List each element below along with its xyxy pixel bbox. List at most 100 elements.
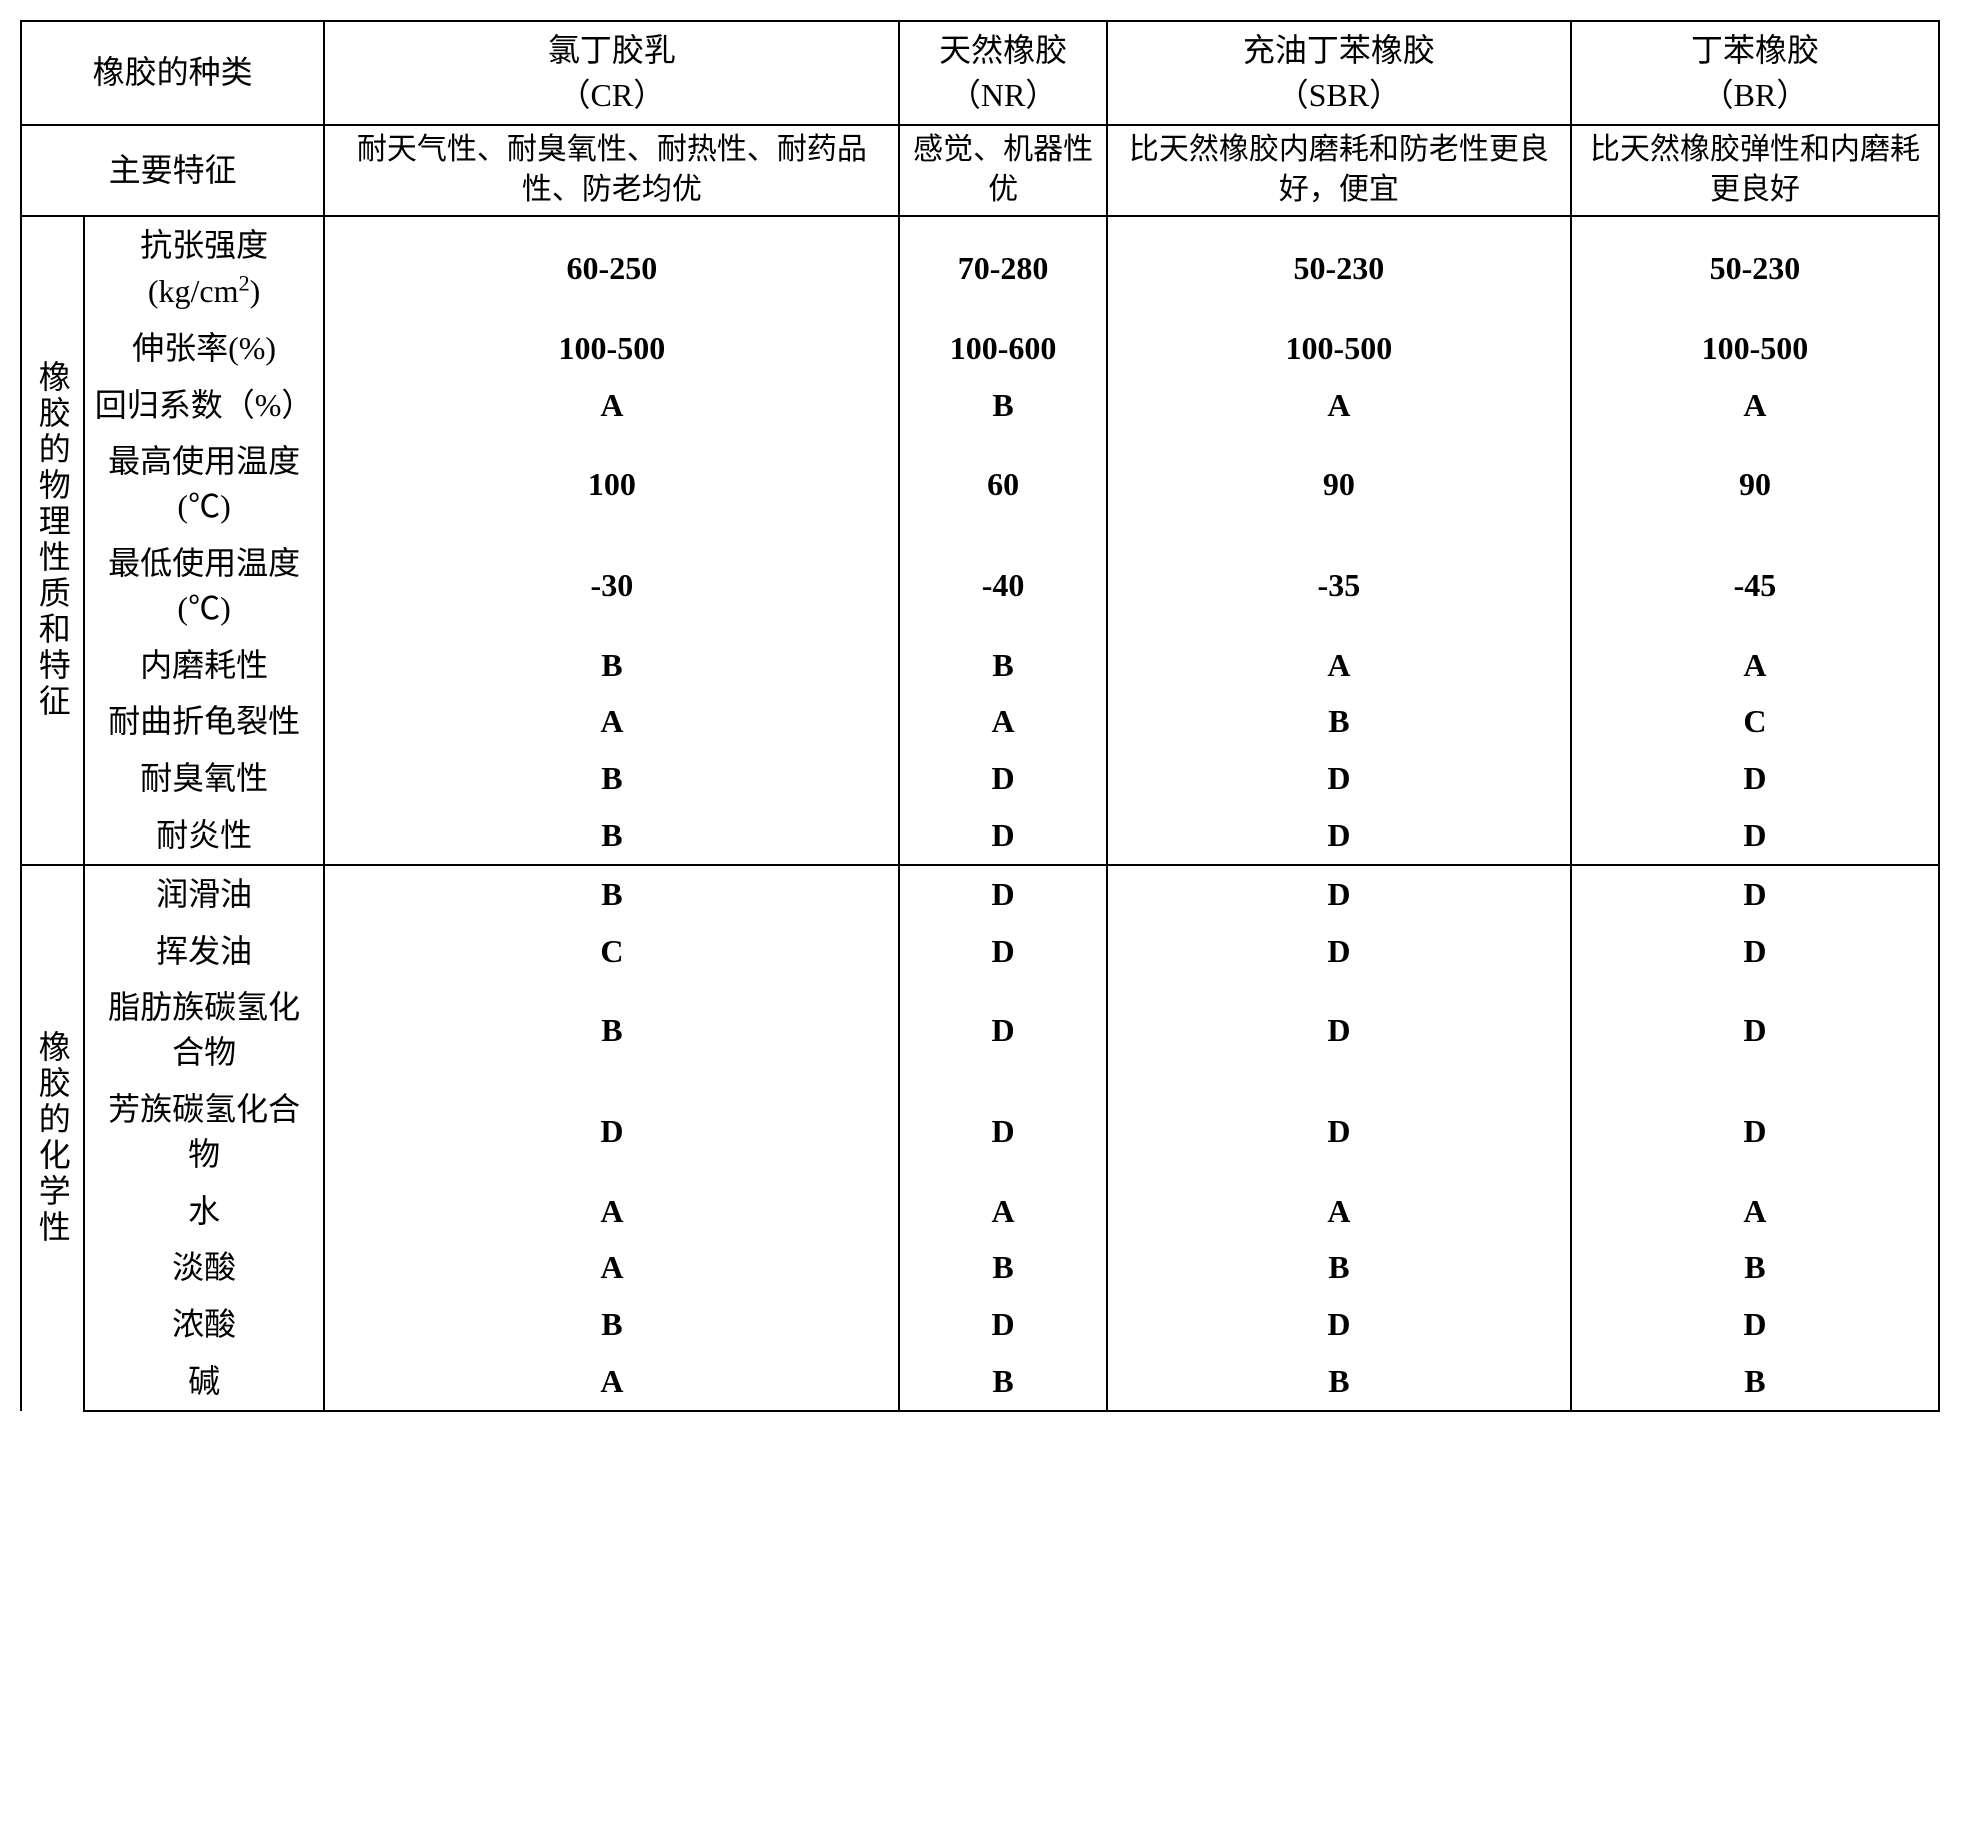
data-cell: B [324, 1296, 899, 1353]
row-label-text: 抗张强度(kg/cm2) [140, 227, 268, 309]
col-header-2-l2: （SBR） [1277, 77, 1402, 113]
data-cell: -40 [899, 535, 1106, 637]
row-label: 最低使用温度(℃) [84, 535, 325, 637]
data-cell: D [1571, 750, 1939, 807]
section-0-vlabel: 橡胶的物理性质和特征 [21, 216, 84, 865]
row-label: 伸张率(%) [84, 320, 325, 377]
data-cell: A [324, 693, 899, 750]
data-cell: D [1107, 807, 1571, 865]
rubber-properties-table: 橡胶的种类 氯丁胶乳 （CR） 天然橡胶 （NR） 充油丁苯橡胶 （SBR） 丁… [20, 20, 1940, 1412]
col-header-1: 天然橡胶 （NR） [899, 21, 1106, 125]
col-header-2-l1: 充油丁苯橡胶 [1243, 32, 1435, 68]
row-label: 脂肪族碳氢化合物 [84, 979, 325, 1081]
col-header-2: 充油丁苯橡胶 （SBR） [1107, 21, 1571, 125]
data-cell: -30 [324, 535, 899, 637]
row-label: 内磨耗性 [84, 637, 325, 694]
table-row: 橡胶的物理性质和特征 抗张强度(kg/cm2) 60-250 70-280 50… [21, 216, 1939, 320]
data-cell: A [1571, 1183, 1939, 1240]
data-cell: D [899, 1081, 1106, 1183]
col-header-1-l1: 天然橡胶 [939, 32, 1067, 68]
table-row: 回归系数（%） A B A A [21, 377, 1939, 434]
data-cell: 50-230 [1107, 216, 1571, 320]
data-cell: B [1571, 1353, 1939, 1411]
data-cell: 90 [1571, 433, 1939, 535]
data-cell: 50-230 [1571, 216, 1939, 320]
row-label: 耐臭氧性 [84, 750, 325, 807]
data-cell: B [899, 377, 1106, 434]
data-cell: A [324, 377, 899, 434]
data-cell: B [324, 865, 899, 923]
col-header-3-l2: （BR） [1702, 77, 1809, 113]
data-cell: B [899, 1353, 1106, 1411]
table-row: 内磨耗性 B B A A [21, 637, 1939, 694]
table-row: 耐炎性 B D D D [21, 807, 1939, 865]
type-label: 橡胶的种类 [21, 21, 324, 125]
row-label: 碱 [84, 1353, 325, 1411]
data-cell: A [1571, 377, 1939, 434]
table-row: 最高使用温度(℃) 100 60 90 90 [21, 433, 1939, 535]
data-cell: D [1107, 1081, 1571, 1183]
data-cell: D [899, 1296, 1106, 1353]
data-cell: 90 [1107, 433, 1571, 535]
table-row: 芳族碳氢化合物 D D D D [21, 1081, 1939, 1183]
table-row: 伸张率(%) 100-500 100-600 100-500 100-500 [21, 320, 1939, 377]
data-cell: B [324, 807, 899, 865]
table-row: 脂肪族碳氢化合物 B D D D [21, 979, 1939, 1081]
data-cell: D [1107, 1296, 1571, 1353]
col-header-3-l1: 丁苯橡胶 [1691, 32, 1819, 68]
data-cell: 70-280 [899, 216, 1106, 320]
data-cell: C [1571, 693, 1939, 750]
data-cell: D [899, 750, 1106, 807]
data-cell: D [1107, 865, 1571, 923]
table-row: 挥发油 C D D D [21, 923, 1939, 980]
data-cell: B [1571, 1239, 1939, 1296]
col-header-0: 氯丁胶乳 （CR） [324, 21, 899, 125]
data-cell: B [899, 637, 1106, 694]
table-row: 淡酸 A B B B [21, 1239, 1939, 1296]
table-row: 浓酸 B D D D [21, 1296, 1939, 1353]
data-cell: D [1571, 923, 1939, 980]
data-cell: A [324, 1183, 899, 1240]
row-label: 挥发油 [84, 923, 325, 980]
data-cell: A [1107, 1183, 1571, 1240]
row-label: 水 [84, 1183, 325, 1240]
data-cell: B [324, 979, 899, 1081]
row-label: 润滑油 [84, 865, 325, 923]
feature-3: 比天然橡胶弹性和内磨耗更良好 [1571, 125, 1939, 216]
data-cell: D [899, 807, 1106, 865]
data-cell: 60 [899, 433, 1106, 535]
data-cell: D [1107, 923, 1571, 980]
data-cell: B [1107, 693, 1571, 750]
data-cell: A [899, 693, 1106, 750]
data-cell: C [324, 923, 899, 980]
data-cell: A [899, 1183, 1106, 1240]
data-cell: B [1107, 1353, 1571, 1411]
data-cell: 60-250 [324, 216, 899, 320]
row-label: 芳族碳氢化合物 [84, 1081, 325, 1183]
feature-0: 耐天气性、耐臭氧性、耐热性、耐药品性、防老均优 [324, 125, 899, 216]
header-row-features: 主要特征 耐天气性、耐臭氧性、耐热性、耐药品性、防老均优 感觉、机器性优 比天然… [21, 125, 1939, 216]
data-cell: 100-600 [899, 320, 1106, 377]
data-cell: D [1571, 979, 1939, 1081]
table-row: 耐曲折龟裂性 A A B C [21, 693, 1939, 750]
data-cell: D [899, 923, 1106, 980]
data-cell: B [324, 750, 899, 807]
table-row: 最低使用温度(℃) -30 -40 -35 -45 [21, 535, 1939, 637]
feature-1: 感觉、机器性优 [899, 125, 1106, 216]
data-cell: -45 [1571, 535, 1939, 637]
data-cell: A [324, 1353, 899, 1411]
data-cell: 100-500 [1571, 320, 1939, 377]
row-label: 淡酸 [84, 1239, 325, 1296]
row-label: 抗张强度(kg/cm2) [84, 216, 325, 320]
data-cell: 100-500 [324, 320, 899, 377]
data-cell: B [324, 637, 899, 694]
data-cell: D [1571, 865, 1939, 923]
col-header-0-l1: 氯丁胶乳 [548, 32, 676, 68]
data-cell: B [1107, 1239, 1571, 1296]
data-cell: D [1571, 1296, 1939, 1353]
data-cell: D [1571, 1081, 1939, 1183]
data-cell: A [1107, 637, 1571, 694]
row-label: 耐炎性 [84, 807, 325, 865]
col-header-1-l2: （NR） [949, 77, 1057, 113]
feature-label: 主要特征 [21, 125, 324, 216]
